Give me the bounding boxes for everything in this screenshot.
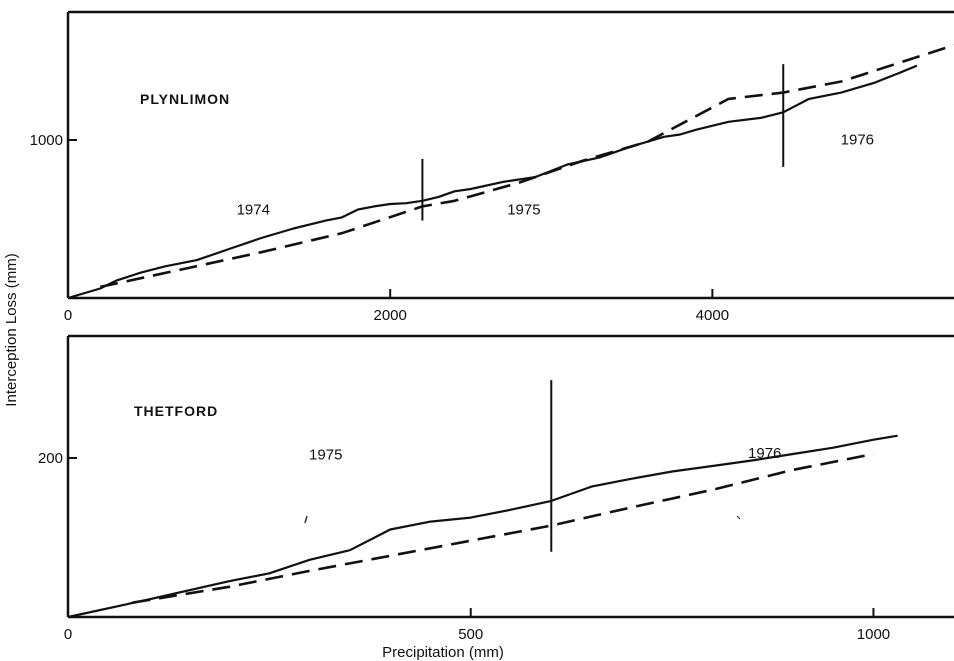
- thetford-year-label: 1975: [309, 447, 342, 464]
- x-axis-title: Precipitation (mm): [382, 644, 504, 661]
- plynlimon-x-tick-label: 0: [64, 307, 72, 324]
- plynlimon-year-label: 1974: [237, 201, 270, 218]
- thetford-solid-series-line: [67, 434, 898, 619]
- plynlimon-y-tick-label: 1000: [30, 132, 63, 149]
- plynlimon-year-labels: 1974 1975 1976: [237, 132, 874, 219]
- thetford-y-tick-label: 200: [38, 450, 63, 467]
- plynlimon-year-boundaries: [421, 64, 785, 221]
- y-axis-title: Interception Loss (mm): [3, 253, 20, 406]
- plynlimon-series: [67, 43, 954, 300]
- plynlimon-solid-series-line: [67, 64, 918, 300]
- scan-mark: [304, 515, 308, 524]
- thetford-x-tick-label: 500: [458, 626, 483, 643]
- plynlimon-x-tick-label: 2000: [373, 307, 406, 324]
- plynlimon-year-label: 1975: [507, 201, 540, 218]
- thetford-year-labels: 1975 1976: [309, 445, 781, 464]
- thetford-x-tick-label: 1000: [857, 626, 890, 643]
- thetford-ticks: 0 500 1000 200: [38, 450, 890, 643]
- plynlimon-x-tick-label: 4000: [696, 307, 729, 324]
- thetford-dashed-series-line: [132, 452, 874, 604]
- thetford-x-tick-label: 0: [64, 626, 72, 643]
- thetford-panel-label: THETFORD: [134, 403, 218, 419]
- thetford-year-label: 1976: [748, 445, 781, 462]
- plynlimon-panel: PLYNLIMON 0 2000 4000 1000 1974 1975 1976: [30, 10, 954, 324]
- plynlimon-panel-label: PLYNLIMON: [140, 91, 230, 107]
- scan-mark: [736, 515, 741, 520]
- plynlimon-year-label: 1976: [841, 132, 874, 149]
- thetford-series: [67, 434, 898, 619]
- thetford-panel: THETFORD 0 500 1000 200 1975 1976 Precipitat…: [38, 334, 954, 661]
- plynlimon-ticks: 0 2000 4000 1000: [30, 132, 729, 324]
- plynlimon-dashed-series-line: [99, 43, 954, 289]
